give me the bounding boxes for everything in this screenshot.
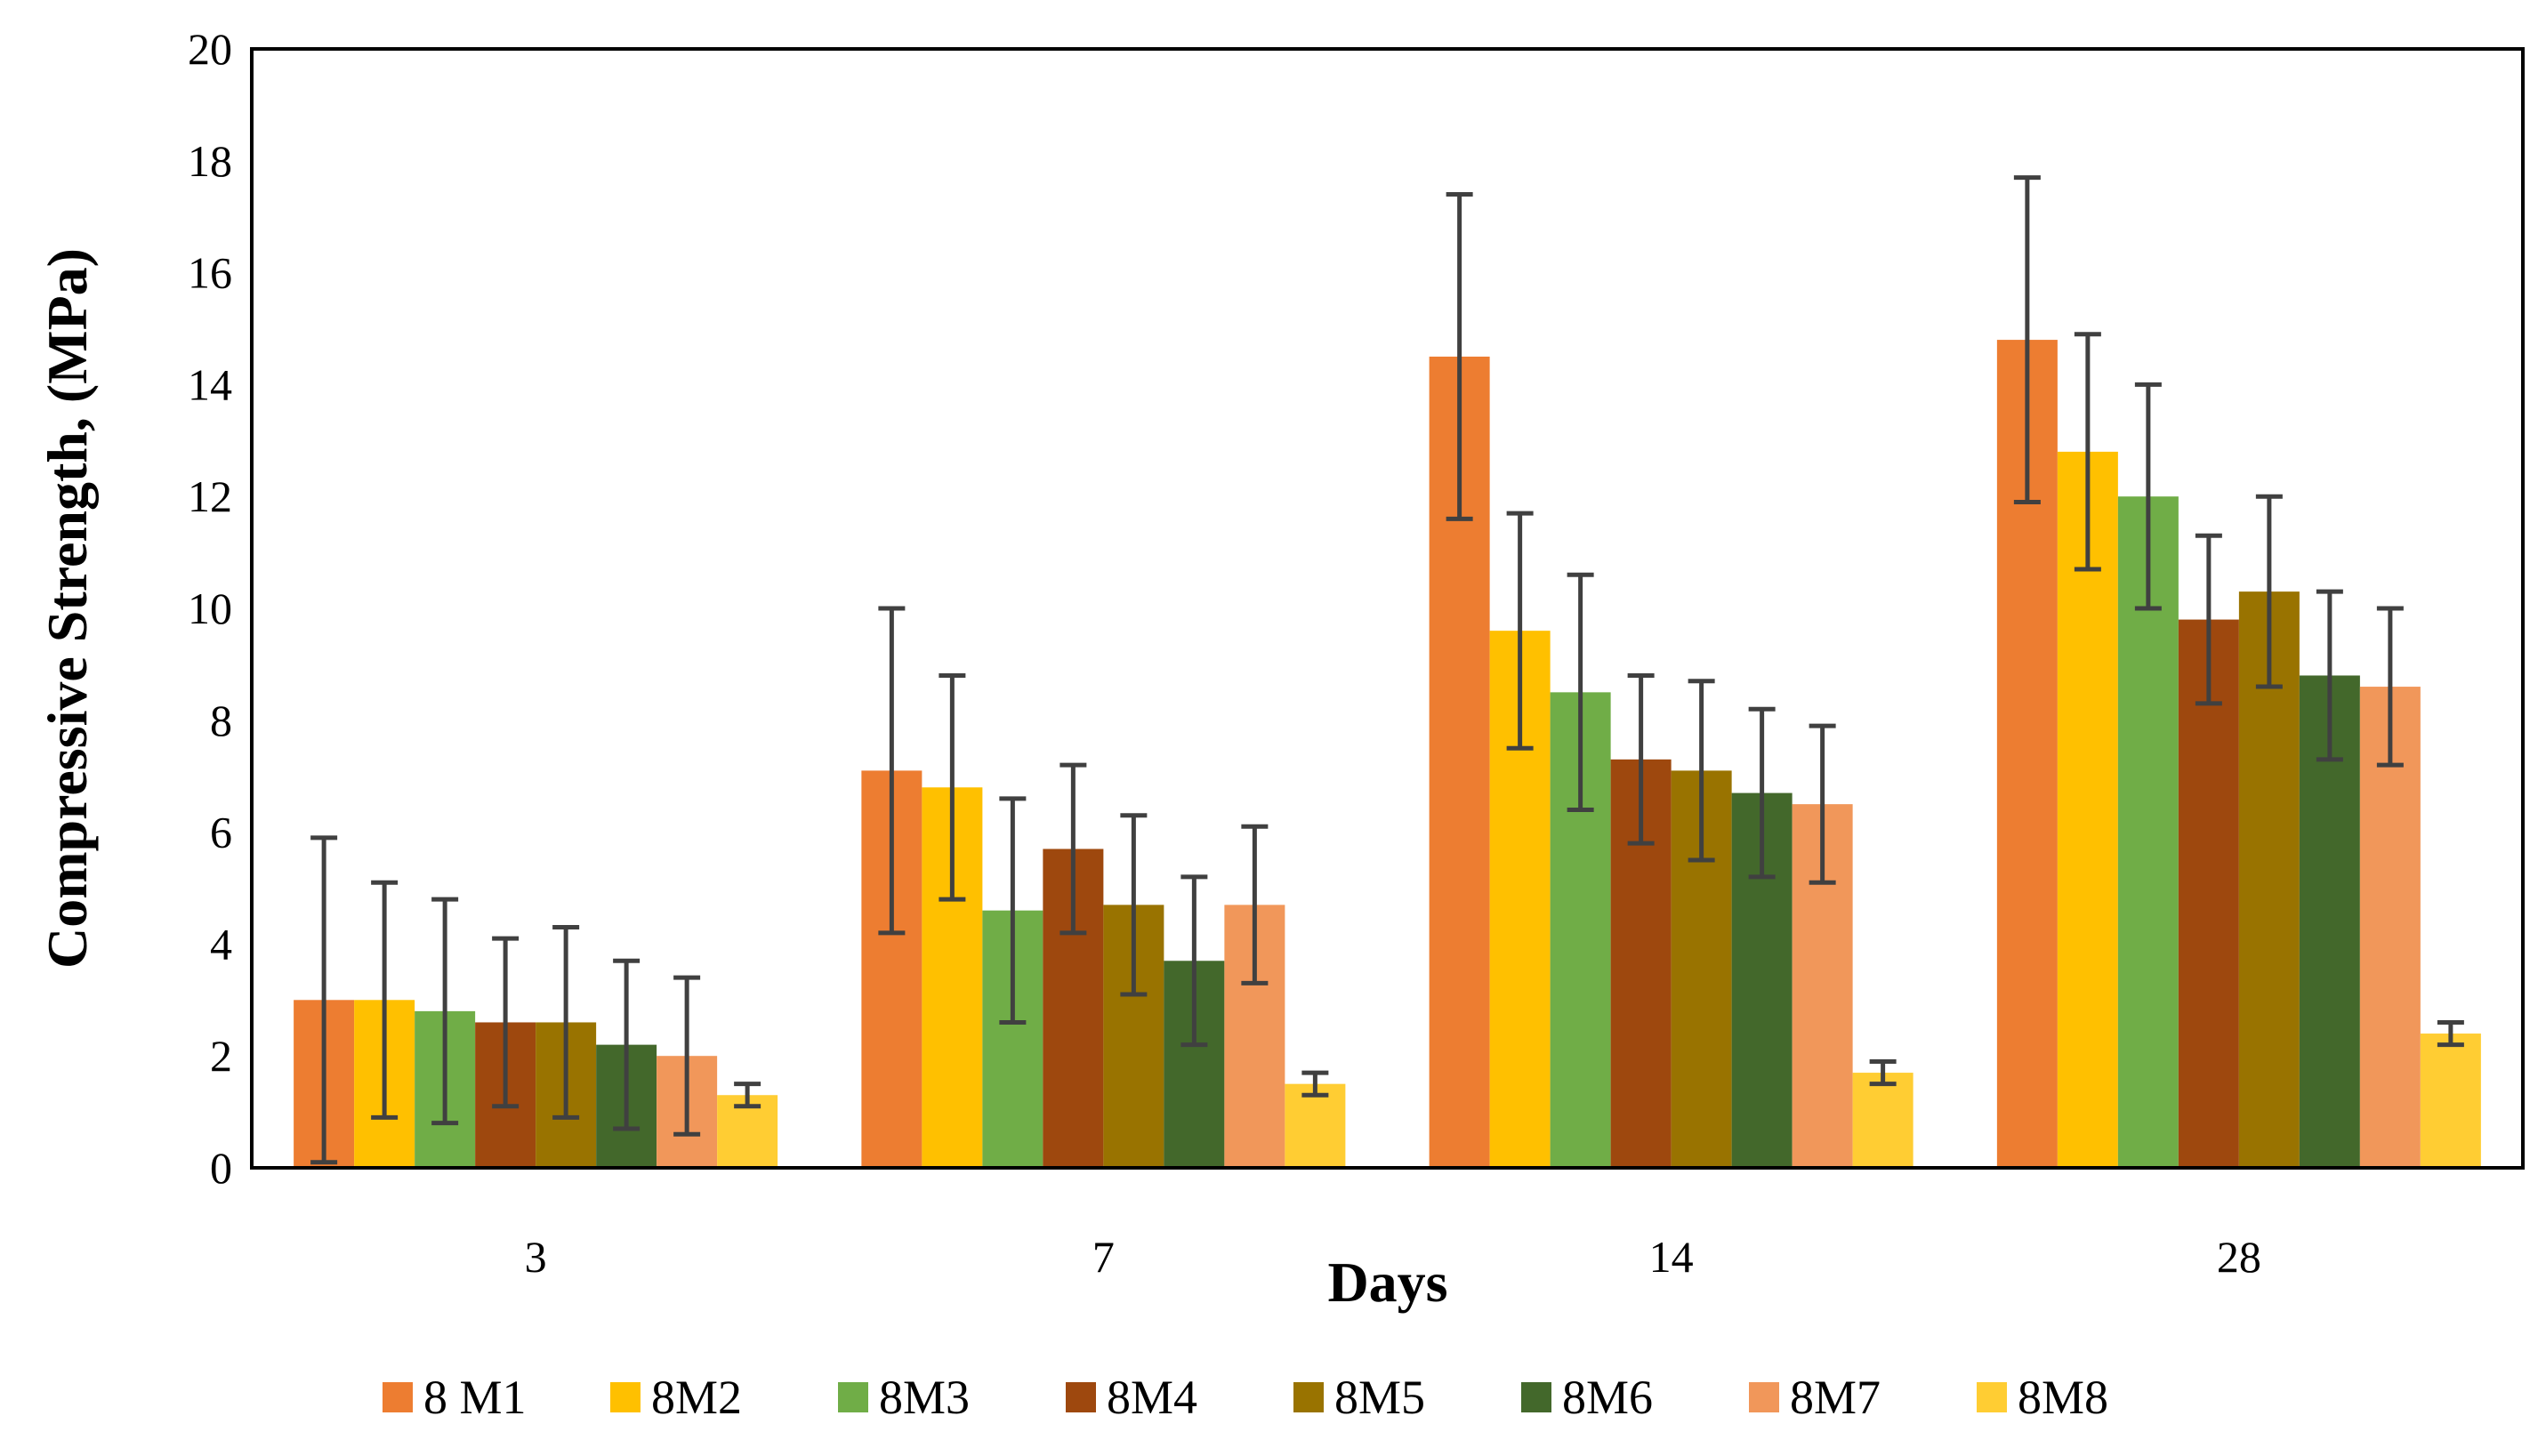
bar [2420, 1034, 2481, 1168]
y-axis-ticks: 0 2 4 6 8 10 12 14 16 18 20 [188, 24, 232, 1193]
legend: 8 M1 8M2 8M3 8M4 8M5 8M6 8M7 8M8 [383, 1371, 2108, 1424]
y-tick-label: 14 [188, 359, 232, 409]
plot-frame [250, 47, 2525, 1170]
legend-label: 8M5 [1334, 1371, 1425, 1424]
y-tick-label: 16 [188, 248, 232, 298]
legend-label: 8M4 [1107, 1371, 1197, 1424]
legend-swatch [838, 1382, 868, 1412]
y-tick-label: 18 [188, 136, 232, 186]
y-tick-label: 6 [210, 808, 232, 857]
x-tick-label: 3 [525, 1232, 547, 1282]
bar [1285, 1083, 1346, 1168]
y-tick-label: 4 [210, 919, 232, 969]
legend-label: 8M7 [1790, 1371, 1881, 1424]
y-tick-label: 20 [188, 24, 232, 74]
bars-layer [294, 340, 2481, 1169]
x-axis-title: Days [1327, 1251, 1447, 1314]
legend-label: 8M2 [651, 1371, 742, 1424]
bar [1852, 1073, 1914, 1168]
y-axis-title: Compressive Strength, (MPa) [36, 248, 99, 969]
x-tick-label: 7 [1092, 1232, 1115, 1282]
error-bars-layer [310, 175, 2464, 1165]
legend-swatch [383, 1382, 413, 1412]
legend-swatch [1521, 1382, 1551, 1412]
x-axis-ticks: 3 7 14 28 [525, 1232, 2261, 1282]
legend-swatch [610, 1382, 641, 1412]
legend-swatch [1977, 1382, 2007, 1412]
legend-swatch [1749, 1382, 1779, 1412]
y-tick-label: 0 [210, 1143, 232, 1193]
legend-label: 8M8 [2018, 1371, 2108, 1424]
legend-label: 8M6 [1562, 1371, 1653, 1424]
y-tick-label: 12 [188, 471, 232, 521]
y-tick-label: 10 [188, 583, 232, 633]
y-tick-label: 2 [210, 1031, 232, 1081]
x-tick-label: 28 [2217, 1232, 2261, 1282]
legend-label: 8 M1 [423, 1371, 527, 1424]
legend-swatch [1293, 1382, 1324, 1412]
legend-swatch [1066, 1382, 1096, 1412]
legend-label: 8M3 [879, 1371, 970, 1424]
bar [2178, 619, 2239, 1168]
y-tick-label: 8 [210, 696, 232, 745]
x-tick-label: 14 [1649, 1232, 1694, 1282]
